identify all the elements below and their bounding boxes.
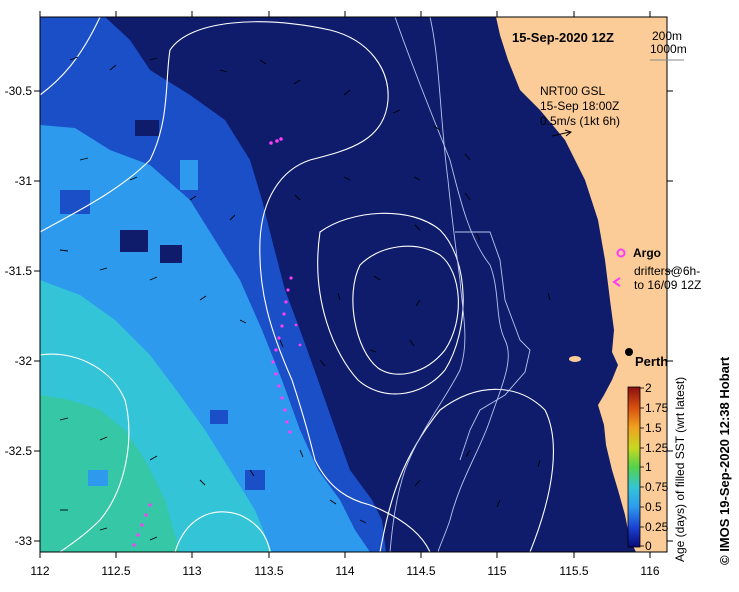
x-tick-label: 115	[487, 564, 506, 578]
y-tick-label: -30.5	[5, 84, 33, 98]
x-tick-label: 115.5	[559, 564, 588, 578]
y-axis-labels: -30.5 -31 -31.5 -32 -32.5 -33	[5, 84, 33, 548]
x-axis-labels: 112 112.5 113 113.5 114 114.5 115 115.5 …	[30, 564, 659, 578]
colorbar-tick: 0.5	[645, 500, 662, 514]
colorbar-tick-labels: 2 1.75 1.5 1.25 1 0.75 0.5 0.25 0	[645, 381, 669, 553]
current-time-label: 15-Sep 18:00Z	[540, 99, 619, 113]
bathymetry-1000m	[389, 17, 466, 552]
current-source-label: NRT00 GSL	[540, 84, 605, 98]
teal-region	[40, 395, 180, 552]
colorbar-tick: 1.75	[645, 401, 669, 415]
bathymetry-200m	[394, 17, 509, 552]
colorbar-tick: 2	[645, 381, 652, 395]
x-tick-label: 112.5	[101, 564, 130, 578]
y-tick-label: -31.5	[5, 264, 33, 278]
map-plot-area	[40, 17, 667, 552]
x-tick-label: 116	[640, 564, 659, 578]
sst-contour-eddy-inner	[352, 245, 459, 375]
x-tick-label: 114.5	[406, 564, 435, 578]
y-tick-label: -32	[15, 354, 33, 368]
sst-contour	[40, 21, 431, 552]
y-tick-label: -31	[15, 174, 33, 188]
colorbar-tick: 0.75	[645, 480, 669, 494]
colorbar-tick: 1.25	[645, 441, 669, 455]
x-tick-label: 113.5	[254, 564, 283, 578]
contour-legend-1000m: 1000m	[650, 42, 687, 56]
colorbar-tick: 0.25	[645, 520, 669, 534]
map-title: 15-Sep-2020 12Z	[512, 30, 614, 45]
y-axis-ticks	[34, 90, 673, 542]
plot-frame	[39, 16, 668, 553]
y-tick-label: -33	[15, 534, 33, 548]
colorbar-tick: 0	[645, 539, 652, 553]
current-vectors	[59, 56, 551, 541]
land-mass	[496, 17, 667, 552]
scale-arrow-icon	[551, 131, 571, 137]
colorbar-tick: 1.5	[645, 421, 662, 435]
colorbar-ticks	[640, 387, 644, 547]
drifter-tracks	[132, 137, 302, 547]
drifters-label-line1: drifters@6h-	[634, 264, 700, 278]
sst-contour-south	[379, 388, 554, 552]
sst-contour-nw	[40, 17, 101, 96]
rottnest-island	[569, 356, 581, 362]
drifters-label-line2: to 16/09 12Z	[634, 278, 701, 292]
current-scale-label: 0.5m/s (1kt 6h)	[540, 114, 620, 128]
city-label: Perth	[635, 354, 668, 369]
colorbar-tick: 1	[645, 460, 652, 474]
x-axis-ticks	[39, 11, 651, 558]
colorbar	[627, 386, 641, 548]
credit-text: © IMOS 19-Sep-2020 12:38 Hobart	[717, 356, 732, 565]
sst-contour-west	[40, 353, 130, 552]
contour-legend-200m: 200m	[652, 29, 682, 43]
sst-contour-sw	[174, 511, 271, 552]
x-tick-label: 112	[30, 564, 49, 578]
x-tick-label: 113	[182, 564, 201, 578]
drifter-marker-icon	[612, 277, 621, 287]
colorbar-label: Age (days) of filled SST (wrt latest)	[673, 377, 687, 562]
y-tick-label: -32.5	[5, 444, 33, 458]
argo-icon	[616, 248, 626, 258]
sst-contour-eddy	[317, 212, 464, 395]
argo-label: Argo	[633, 246, 661, 260]
perth-marker-icon	[625, 348, 633, 356]
x-tick-label: 114	[335, 564, 354, 578]
